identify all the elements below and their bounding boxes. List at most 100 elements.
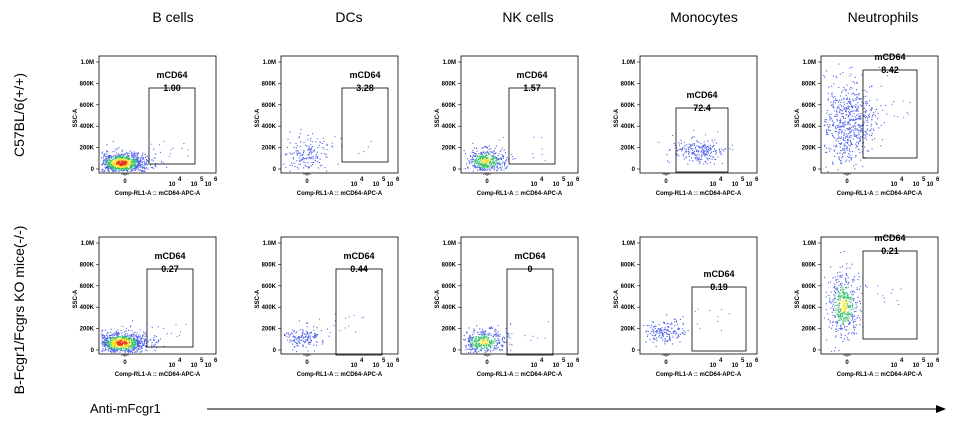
event-dot bbox=[467, 348, 469, 350]
event-dot bbox=[683, 158, 685, 160]
event-dot bbox=[699, 158, 701, 160]
event-dot bbox=[108, 341, 110, 343]
event-dot bbox=[667, 326, 669, 328]
event-dot bbox=[692, 144, 694, 146]
event-dot bbox=[140, 341, 142, 343]
event-dot bbox=[129, 163, 131, 165]
event-dot bbox=[478, 163, 480, 165]
event-dot bbox=[478, 334, 480, 336]
event-dot bbox=[732, 149, 734, 151]
x-tick-exponent: 5 bbox=[200, 358, 204, 364]
event-dot bbox=[110, 163, 112, 165]
event-dot bbox=[833, 122, 835, 124]
event-dot bbox=[155, 157, 156, 159]
event-dot bbox=[493, 341, 495, 343]
event-dot bbox=[123, 161, 125, 163]
mcd64-gate[interactable] bbox=[341, 87, 389, 163]
mcd64-gate[interactable] bbox=[335, 268, 383, 356]
event-dot bbox=[141, 341, 143, 343]
event-dot bbox=[137, 157, 139, 159]
event-dot bbox=[493, 160, 495, 162]
event-dot bbox=[823, 125, 825, 127]
event-dot bbox=[839, 137, 841, 139]
event-dot bbox=[299, 145, 301, 147]
event-dot bbox=[132, 170, 134, 172]
event-dot bbox=[829, 299, 831, 301]
mcd64-gate[interactable] bbox=[675, 107, 729, 173]
event-dot bbox=[847, 139, 849, 141]
event-dot bbox=[465, 346, 467, 348]
event-dot bbox=[132, 346, 134, 348]
event-dot bbox=[138, 162, 140, 164]
event-dot bbox=[858, 106, 860, 108]
event-dot bbox=[120, 164, 122, 166]
event-dot bbox=[131, 156, 133, 158]
event-dot bbox=[847, 122, 849, 124]
event-dot bbox=[699, 147, 701, 149]
event-dot bbox=[840, 308, 842, 310]
event-dot bbox=[126, 339, 128, 341]
event-dot bbox=[506, 156, 508, 158]
event-dot bbox=[688, 153, 690, 155]
event-dot bbox=[107, 332, 109, 334]
event-dot bbox=[839, 275, 841, 277]
event-dot bbox=[653, 338, 655, 340]
event-dot bbox=[150, 339, 152, 341]
event-dot bbox=[109, 338, 111, 340]
event-dot bbox=[844, 327, 846, 329]
mcd64-gate[interactable] bbox=[862, 250, 918, 340]
event-dot bbox=[485, 147, 487, 149]
mcd64-gate[interactable] bbox=[691, 286, 747, 352]
event-dot bbox=[844, 293, 846, 295]
event-dot bbox=[706, 163, 708, 165]
event-dot bbox=[153, 148, 155, 150]
event-dot bbox=[108, 345, 110, 347]
event-dot bbox=[729, 148, 731, 150]
event-dot bbox=[298, 320, 300, 322]
event-dot bbox=[286, 153, 288, 155]
event-dot bbox=[834, 316, 836, 318]
event-dot bbox=[316, 344, 318, 346]
event-dot bbox=[646, 325, 648, 327]
event-dot bbox=[838, 124, 840, 126]
event-dot bbox=[127, 339, 129, 341]
event-dot bbox=[307, 350, 309, 352]
event-dot bbox=[683, 145, 685, 147]
event-dot bbox=[115, 157, 117, 159]
event-dot bbox=[837, 278, 839, 280]
event-dot bbox=[865, 139, 867, 141]
event-dot bbox=[151, 327, 153, 328]
event-dot bbox=[677, 149, 679, 151]
event-dot bbox=[700, 151, 702, 153]
event-dot bbox=[665, 329, 667, 331]
event-dot bbox=[723, 150, 725, 152]
mcd64-gate[interactable] bbox=[506, 268, 554, 356]
event-dot bbox=[859, 126, 861, 128]
mcd64-gate[interactable] bbox=[146, 268, 194, 348]
event-dot bbox=[842, 320, 844, 322]
mcd64-gate[interactable] bbox=[148, 87, 196, 165]
event-dot bbox=[141, 160, 143, 162]
event-dot bbox=[311, 164, 313, 166]
mcd64-gate[interactable] bbox=[862, 69, 918, 159]
event-dot bbox=[505, 328, 507, 330]
event-dot bbox=[123, 349, 125, 351]
event-dot bbox=[848, 98, 850, 100]
event-dot bbox=[840, 109, 842, 111]
event-dot bbox=[851, 135, 853, 137]
mcd64-gate[interactable] bbox=[508, 87, 556, 165]
event-dot bbox=[494, 340, 496, 342]
event-dot bbox=[842, 137, 844, 139]
event-dot bbox=[122, 165, 124, 167]
event-dot bbox=[139, 341, 141, 343]
event-dot bbox=[840, 102, 842, 104]
event-dot bbox=[863, 124, 865, 126]
event-dot bbox=[471, 346, 473, 348]
event-dot bbox=[131, 345, 133, 347]
event-dot bbox=[711, 158, 713, 160]
event-dot bbox=[297, 345, 299, 347]
y-tick-label: 200K bbox=[621, 327, 636, 333]
event-dot bbox=[666, 154, 668, 156]
